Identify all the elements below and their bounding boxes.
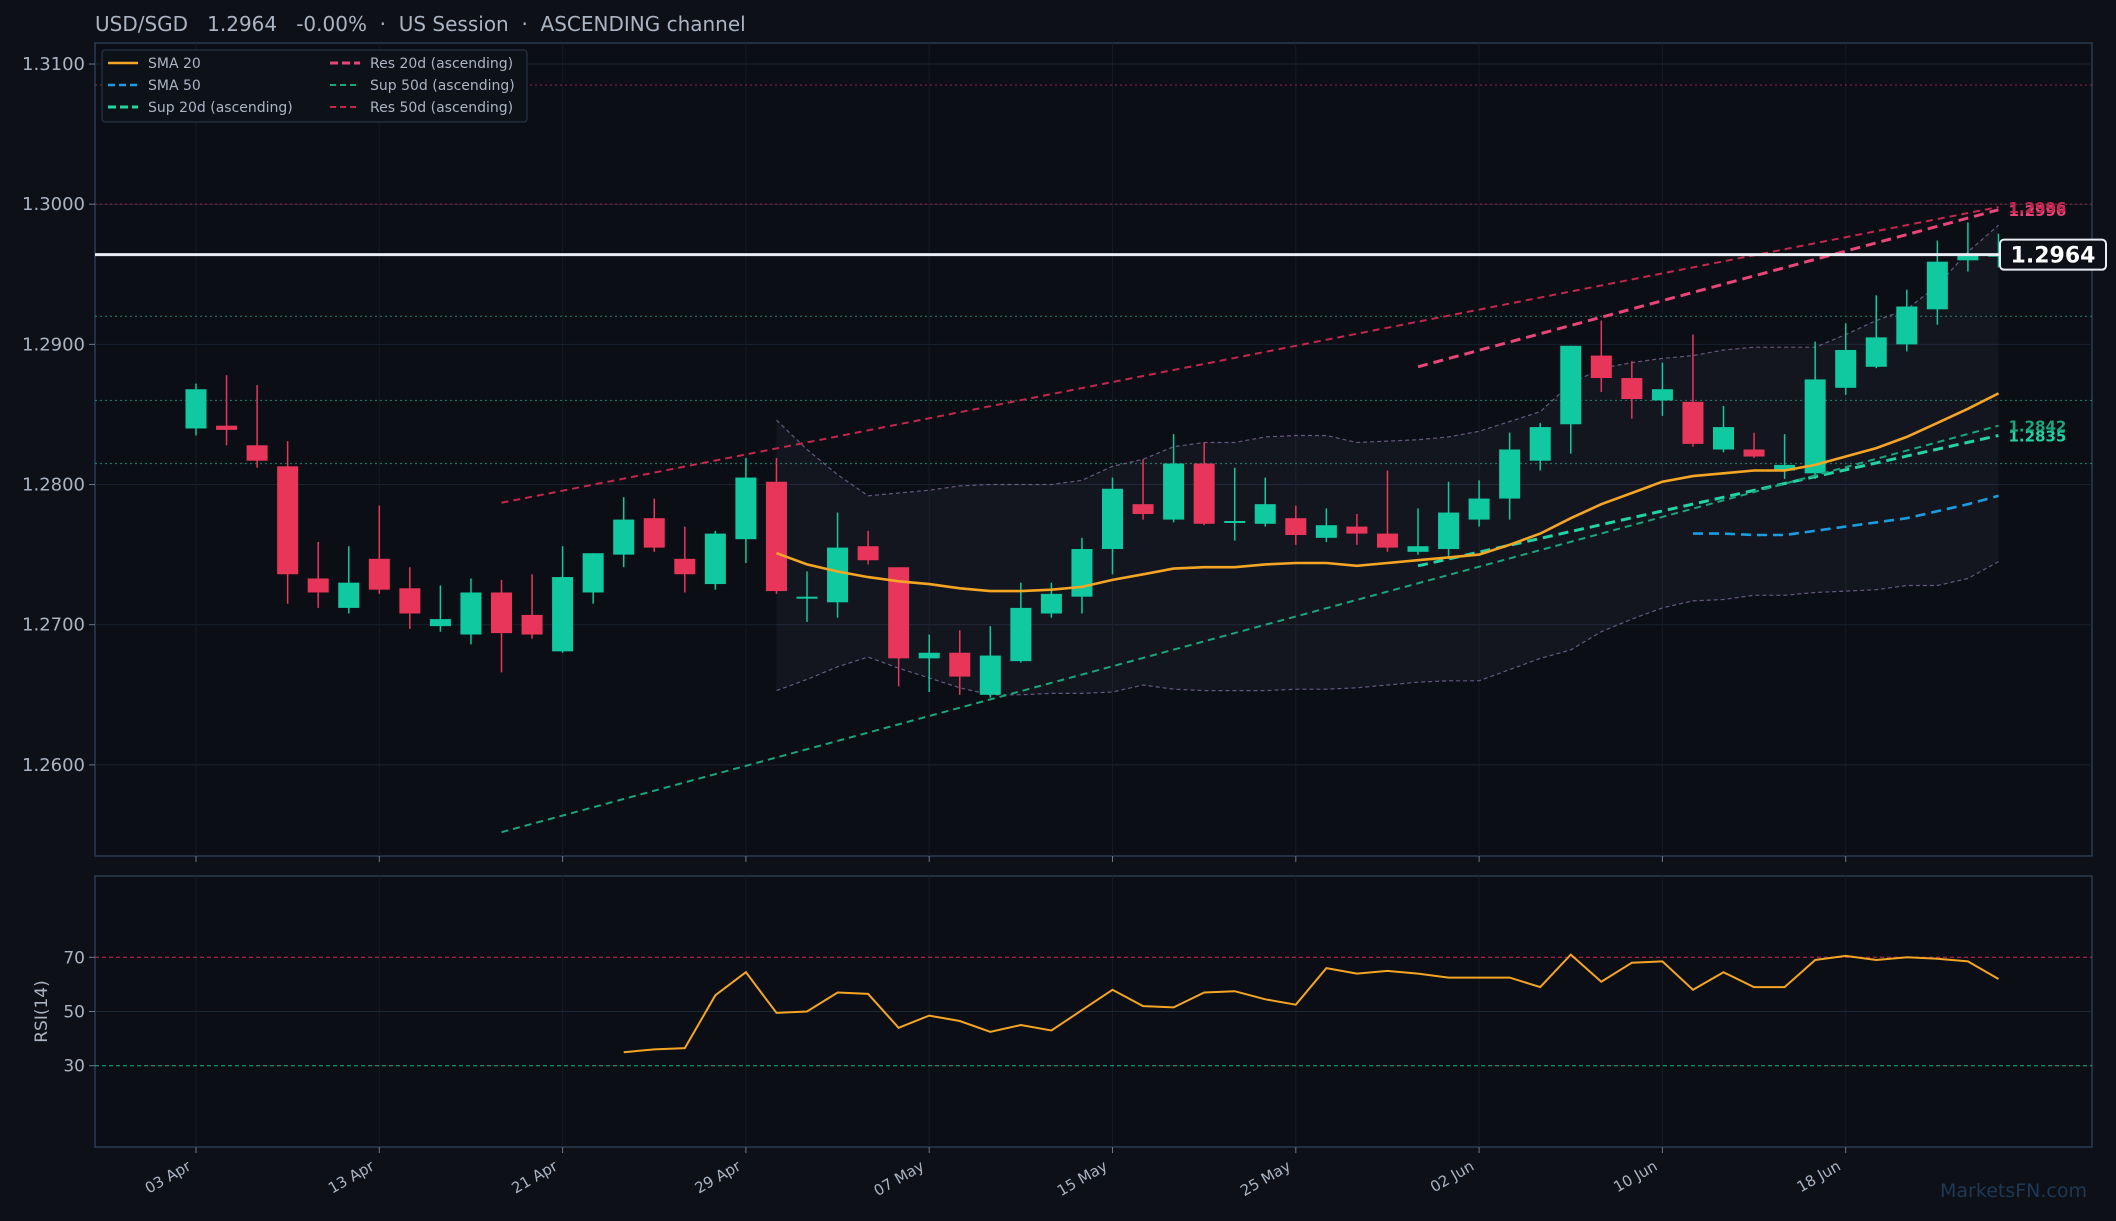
candle-body <box>643 518 665 548</box>
legend: SMA 20 SMA 50 Sup 20d (ascending) Res 20d (… <box>101 49 528 123</box>
legend-entry: Res 20d (ascending) <box>370 56 513 72</box>
bollinger-upper-line <box>776 224 1999 497</box>
candle-body <box>1224 520 1246 523</box>
candle-body <box>277 466 299 575</box>
price-y-tick-label: 1.2600 <box>22 755 85 776</box>
legend-entry: Sup 50d (ascending) <box>370 78 515 94</box>
price-y-tick-label: 1.2700 <box>22 615 85 636</box>
candle-body <box>1285 518 1307 536</box>
legend-entry: SMA 50 <box>148 78 201 94</box>
rsi-y-tick-label: 30 <box>63 1057 85 1077</box>
trendline-res-20d <box>1417 208 1999 369</box>
candle-body <box>1102 488 1123 550</box>
price-y-tick-label: 1.3100 <box>22 54 85 75</box>
candle-body <box>1376 533 1398 548</box>
trendline-sup-50d <box>501 424 1999 834</box>
legend-entry: Sup 20d (ascending) <box>148 100 293 116</box>
candle-body <box>1499 449 1521 499</box>
candle-body <box>1651 389 1673 401</box>
candle-body <box>1529 427 1551 461</box>
candle-body <box>1774 464 1796 471</box>
trendline-end-label: 1.2835 <box>2008 427 2066 445</box>
last-price-label: 1.2964 <box>2011 244 2096 269</box>
candle-body <box>1743 449 1765 457</box>
candle-body <box>1071 549 1093 597</box>
price-y-tick-label: 1.2800 <box>22 475 85 496</box>
rsi-axis-label: RSI(14) <box>32 980 52 1043</box>
candle-body <box>1438 512 1460 550</box>
candle-body <box>368 558 390 590</box>
candle-body <box>246 445 268 461</box>
candle-body <box>1468 498 1490 520</box>
candle-body <box>1315 525 1337 538</box>
trendline-end-label: 1.2996 <box>2008 202 2066 220</box>
candle-body <box>460 592 482 635</box>
candle-body <box>429 619 451 627</box>
candle-body <box>1896 306 1918 345</box>
candle-body <box>918 652 940 659</box>
trendline-res-50d <box>501 206 1999 504</box>
rsi-y-tick-label: 50 <box>63 1003 85 1023</box>
candle-body <box>1560 345 1582 425</box>
candle-body <box>1346 526 1368 534</box>
sma50-line <box>1693 494 1999 537</box>
sma20-line <box>776 392 2000 593</box>
candle-body <box>399 588 421 614</box>
candle-body <box>765 481 787 592</box>
candle-body <box>1621 378 1643 400</box>
candle-body <box>704 533 726 585</box>
candle-body <box>552 577 574 652</box>
price-y-tick-label: 1.2900 <box>22 334 85 355</box>
candle-body <box>1682 401 1704 444</box>
candle-body <box>1193 463 1215 524</box>
trendline-end-label: 1.2996 <box>2008 199 2066 217</box>
candle-body <box>521 614 543 635</box>
candle-body <box>735 477 757 540</box>
bollinger-lower-line <box>776 561 1999 696</box>
legend-entry: Res 50d (ascending) <box>370 100 513 116</box>
candle-body <box>216 425 238 430</box>
candle-body <box>674 558 696 575</box>
candle-body <box>491 592 512 634</box>
candle-body <box>857 546 879 561</box>
candle-body <box>1040 593 1062 614</box>
legend-entry: SMA 20 <box>148 56 201 72</box>
trendline-end-label: 1.2842 <box>2008 418 2066 436</box>
watermark: MarketsFN.com <box>1940 1180 2087 1202</box>
price-y-tick-label: 1.3000 <box>22 194 85 215</box>
candle-body <box>1010 607 1032 662</box>
chart-header-title: USD/SGD 1.2964 -0.00% · US Session · ASC… <box>95 12 746 36</box>
candle-body <box>1957 254 1979 261</box>
candle-body <box>1926 261 1948 310</box>
candle-body <box>582 553 604 593</box>
legend-box <box>101 49 528 123</box>
candle-body <box>949 652 971 677</box>
rsi-y-tick-label: 70 <box>63 948 85 968</box>
candle-body <box>1804 379 1826 474</box>
candle-body <box>1713 427 1734 450</box>
candle-body <box>1865 337 1887 367</box>
candle-body <box>1407 546 1429 552</box>
candle-body <box>1835 349 1857 388</box>
candle-body <box>307 578 329 593</box>
candle-body <box>613 519 635 555</box>
candle-body <box>1590 355 1612 379</box>
candle-body <box>338 582 360 608</box>
last-price-badge <box>1999 238 2107 271</box>
candle-body <box>1163 463 1185 520</box>
candle-body <box>979 655 1001 695</box>
candle-body <box>1132 504 1154 514</box>
candle-body <box>796 596 818 599</box>
candle-body <box>888 567 910 659</box>
candle-body <box>827 547 849 603</box>
candle-body <box>1254 504 1276 524</box>
rsi-line <box>623 953 1999 1054</box>
candle-body <box>185 389 207 429</box>
